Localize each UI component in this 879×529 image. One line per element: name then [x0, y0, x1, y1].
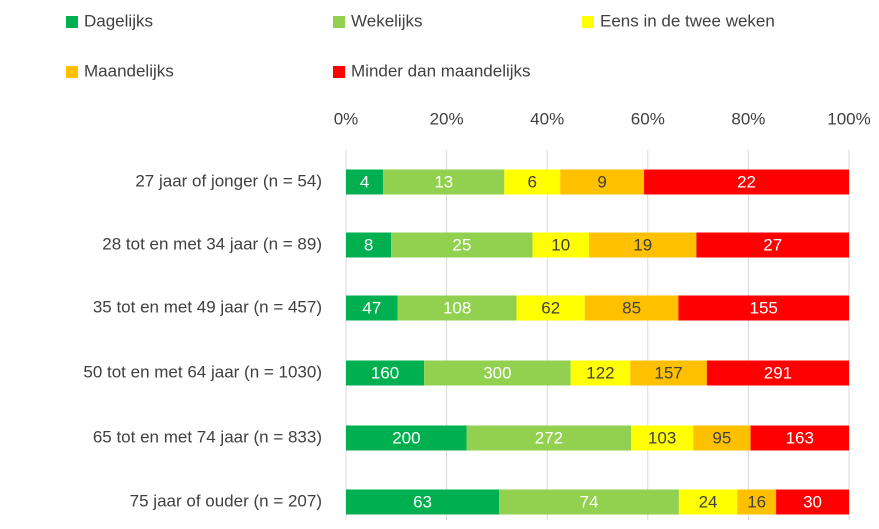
bar-segment — [631, 425, 694, 451]
bar-segment — [346, 169, 384, 195]
data-label: 163 — [786, 428, 814, 447]
legend-label: Eens in de twee weken — [600, 11, 775, 30]
bar-segment — [706, 360, 849, 386]
data-label: 95 — [712, 428, 731, 447]
y-tick-label: 65 tot en met 74 jaar (n = 833) — [93, 427, 322, 446]
legend-swatch — [582, 16, 594, 28]
bar-segment — [346, 425, 467, 451]
bar-segment — [397, 295, 517, 321]
bar-segment — [570, 360, 631, 386]
legend-swatch — [66, 16, 78, 28]
bar-segment — [532, 232, 590, 258]
data-label: 30 — [803, 492, 822, 511]
data-label: 25 — [452, 235, 471, 254]
bar-segment — [383, 169, 505, 195]
data-label: 160 — [371, 363, 399, 382]
bar-segment — [499, 489, 679, 515]
bar-segment — [391, 232, 533, 258]
bar-segment — [750, 425, 849, 451]
data-label: 155 — [750, 298, 778, 317]
bar-segment — [504, 169, 561, 195]
bar-segment — [516, 295, 585, 321]
bar-segment — [776, 489, 849, 515]
y-tick-label: 27 jaar of jonger (n = 54) — [135, 171, 322, 190]
legend-label: Wekelijks — [351, 11, 422, 30]
data-label: 300 — [483, 363, 511, 382]
bar-segment — [589, 232, 697, 258]
data-label: 157 — [654, 363, 682, 382]
data-label: 8 — [364, 235, 373, 254]
data-label: 200 — [392, 428, 420, 447]
bar-segment — [346, 360, 425, 386]
data-label: 103 — [648, 428, 676, 447]
data-label: 16 — [747, 492, 766, 511]
data-label: 122 — [586, 363, 614, 382]
bar-segment — [560, 169, 645, 195]
bar-segment — [424, 360, 571, 386]
bar-segment — [630, 360, 707, 386]
x-tick-label: 80% — [731, 109, 765, 128]
y-tick-label: 35 tot en met 49 jaar (n = 457) — [93, 297, 322, 316]
bar-segment — [678, 295, 849, 321]
data-label: 85 — [622, 298, 641, 317]
data-label: 19 — [633, 235, 652, 254]
data-label: 24 — [699, 492, 718, 511]
data-label: 74 — [580, 492, 599, 511]
data-label: 22 — [737, 172, 756, 191]
data-label: 63 — [413, 492, 432, 511]
x-tick-label: 100% — [827, 109, 870, 128]
bar-segment — [678, 489, 738, 515]
bar-segment — [346, 232, 392, 258]
x-tick-label: 40% — [530, 109, 564, 128]
x-tick-label: 20% — [430, 109, 464, 128]
bar-segment — [737, 489, 777, 515]
data-label: 6 — [528, 172, 537, 191]
legend-label: Minder dan maandelijks — [351, 61, 531, 80]
data-label: 108 — [443, 298, 471, 317]
data-label: 13 — [434, 172, 453, 191]
y-tick-label: 50 tot en met 64 jaar (n = 1030) — [83, 362, 322, 381]
legend-label: Maandelijks — [84, 61, 174, 80]
legend-swatch — [333, 16, 345, 28]
legend-label: Dagelijks — [84, 11, 153, 30]
data-label: 47 — [362, 298, 381, 317]
data-label: 27 — [763, 235, 782, 254]
data-label: 291 — [764, 363, 792, 382]
bar-segment — [696, 232, 849, 258]
bar-segment — [466, 425, 632, 451]
data-label: 272 — [535, 428, 563, 447]
bar-segment — [693, 425, 751, 451]
legend-swatch — [66, 66, 78, 78]
x-tick-label: 60% — [631, 109, 665, 128]
data-label: 9 — [597, 172, 606, 191]
bar-segment — [584, 295, 679, 321]
bar-segment — [346, 489, 500, 515]
y-tick-label: 28 tot en met 34 jaar (n = 89) — [102, 234, 322, 253]
bar-segment — [644, 169, 849, 195]
y-tick-label: 75 jaar of ouder (n = 207) — [130, 491, 322, 510]
x-tick-label: 0% — [334, 109, 359, 128]
legend-swatch — [333, 66, 345, 78]
bar-segment — [346, 295, 398, 321]
data-label: 10 — [551, 235, 570, 254]
data-label: 62 — [541, 298, 560, 317]
data-label: 4 — [360, 172, 369, 191]
